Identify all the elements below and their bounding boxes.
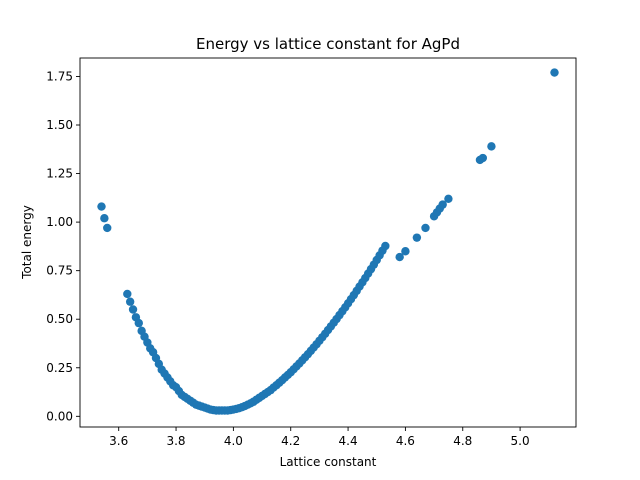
data-point bbox=[550, 68, 559, 77]
data-point bbox=[412, 233, 422, 242]
data-point bbox=[125, 297, 135, 306]
y-axis-title: Total energy bbox=[20, 205, 34, 280]
data-point bbox=[128, 305, 138, 314]
data-point bbox=[438, 200, 447, 209]
data-point bbox=[395, 252, 404, 262]
data-point bbox=[103, 223, 112, 233]
data-point bbox=[444, 194, 453, 204]
y-axis: 0.00 0.25 0.50 0.75 1.00 1.25 1.50 1.75 bbox=[46, 69, 80, 423]
x-tick-label: 4.8 bbox=[453, 434, 472, 448]
data-points bbox=[97, 68, 559, 415]
x-tick-label: 5.0 bbox=[511, 434, 530, 448]
y-tick-label: 1.50 bbox=[46, 118, 73, 132]
y-tick-label: 1.75 bbox=[46, 69, 73, 83]
y-tick-label: 0.75 bbox=[46, 264, 73, 278]
data-point bbox=[487, 142, 496, 151]
data-point bbox=[401, 247, 410, 256]
x-tick-label: 4.0 bbox=[224, 434, 243, 448]
x-axis: 3.6 3.8 4.0 4.2 4.4 4.6 4.8 5.0 bbox=[109, 427, 530, 448]
y-tick-label: 1.00 bbox=[46, 215, 73, 229]
y-tick-label: 0.50 bbox=[46, 312, 73, 326]
data-point bbox=[478, 153, 488, 163]
data-point bbox=[123, 289, 132, 299]
plot-area-frame bbox=[79, 57, 577, 428]
data-point bbox=[100, 214, 109, 223]
x-axis-title: Lattice constant bbox=[280, 455, 377, 469]
data-point bbox=[97, 202, 106, 211]
x-tick-label: 3.6 bbox=[109, 434, 128, 448]
y-tick-label: 0.00 bbox=[46, 409, 73, 423]
data-point bbox=[421, 223, 430, 233]
x-tick-label: 3.8 bbox=[166, 434, 185, 448]
x-tick-label: 4.2 bbox=[281, 434, 300, 448]
y-tick-label: 1.25 bbox=[46, 167, 73, 181]
data-point bbox=[134, 318, 143, 328]
data-point bbox=[381, 241, 390, 251]
x-tick-label: 4.4 bbox=[339, 434, 358, 448]
chart-title: Energy vs lattice constant for AgPd bbox=[196, 35, 460, 53]
x-tick-label: 4.6 bbox=[396, 434, 415, 448]
y-tick-label: 0.25 bbox=[46, 361, 73, 375]
